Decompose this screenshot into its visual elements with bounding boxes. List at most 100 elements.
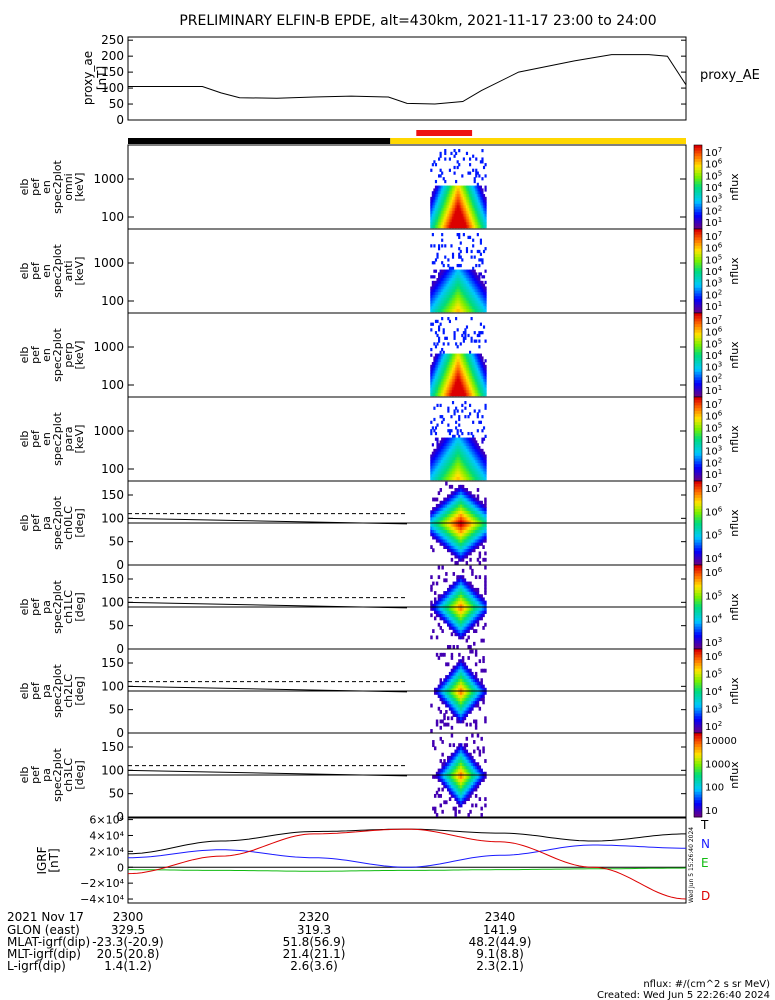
energy-pixel <box>456 468 459 472</box>
energy-pixel <box>479 362 482 366</box>
pa-pixel <box>450 541 454 546</box>
energy-pixel <box>473 191 476 195</box>
energy-pixel <box>482 384 486 388</box>
energy-pixel <box>462 362 465 366</box>
energy-pixel <box>481 216 484 220</box>
energy-panel-frame <box>127 144 687 230</box>
energy-pixel <box>433 376 436 380</box>
energy-pixel <box>448 364 451 369</box>
energy-pixel <box>451 477 455 481</box>
colorbar-segment <box>694 685 702 689</box>
pa-pixel <box>446 507 450 511</box>
colorbar-segment <box>694 789 702 793</box>
energy-pixel <box>464 437 467 441</box>
energy-pixel <box>430 225 433 229</box>
energy-pixel <box>464 446 467 450</box>
energy-pixel <box>478 370 481 374</box>
ae-ytick-label: 100 <box>101 81 124 95</box>
energy-pixel <box>456 431 459 436</box>
pa-pixel <box>471 755 474 760</box>
energy-pixel <box>436 367 439 371</box>
energy-pixel <box>431 373 434 377</box>
pa-pixel <box>437 622 441 627</box>
energy-pixel <box>451 300 455 304</box>
energy-pixel <box>442 185 445 189</box>
pa-pixel <box>456 787 459 792</box>
energy-pixel <box>470 317 473 321</box>
energy-pixel <box>430 294 433 299</box>
energy-pixel <box>472 451 475 455</box>
colorbar-segment <box>694 509 702 513</box>
pa-pixel <box>458 765 461 770</box>
energy-pixel <box>430 199 433 203</box>
energy-pixel <box>459 191 462 195</box>
energy-pixel <box>467 474 470 478</box>
energy-pixel <box>448 309 451 313</box>
pa-pixel <box>482 529 485 534</box>
energy-pixel <box>448 280 451 285</box>
pa-pixel <box>463 632 467 637</box>
pa-pixel <box>473 526 476 530</box>
energy-pixel <box>472 208 475 212</box>
energy-pixel <box>481 258 484 262</box>
energy-pixel <box>430 367 433 371</box>
energy-pixel <box>433 194 436 198</box>
energy-pixel <box>448 381 451 385</box>
pa-pixel <box>456 697 459 702</box>
energy-pixel <box>453 367 456 371</box>
colorbar-segment <box>694 590 702 594</box>
pa-pixel <box>456 768 459 773</box>
pa-pixel <box>471 703 474 708</box>
energy-pixel <box>436 188 439 192</box>
energy-pixel <box>442 309 445 313</box>
energy-pixel <box>441 222 444 226</box>
colorbar-label: nflux <box>728 593 741 621</box>
pa-pixel <box>460 622 463 627</box>
energy-pixel <box>434 393 438 397</box>
pa-pixel <box>448 700 452 705</box>
energy-pixel <box>445 359 448 363</box>
energy-pixel <box>436 255 439 259</box>
energy-pixel <box>445 468 448 472</box>
pa-pixel <box>465 684 469 689</box>
energy-pixel <box>438 194 441 198</box>
energy-pixel <box>442 381 445 385</box>
pa-pixel <box>484 687 487 692</box>
energy-pixel <box>459 367 462 371</box>
energy-pixel <box>484 387 487 391</box>
energy-pixel <box>475 448 478 453</box>
pa-pixel <box>456 591 459 595</box>
energy-pixel <box>442 443 445 447</box>
energy-pixel <box>438 205 441 209</box>
pa-pixel <box>456 668 459 673</box>
pa-pixel <box>476 684 480 689</box>
energy-pixel <box>455 216 458 220</box>
energy-pixel <box>456 196 459 201</box>
panel-ylabel: spec2plot <box>51 328 64 382</box>
pa-pixel <box>439 597 443 602</box>
pa-pixel <box>465 500 469 505</box>
pa-pixel <box>474 762 478 767</box>
energy-pixel <box>478 448 481 453</box>
energy-pixel <box>448 431 451 436</box>
pa-pixel <box>482 603 485 608</box>
colorbar-segment <box>694 486 702 490</box>
energy-pixel <box>439 451 442 455</box>
energy-pixel <box>465 210 469 215</box>
energy-pixel <box>470 306 473 310</box>
energy-pixel <box>469 289 472 293</box>
pa-pixel <box>450 613 454 618</box>
pa-pixel <box>433 526 437 530</box>
energy-pixel <box>434 196 438 201</box>
pa-pixel <box>443 697 446 702</box>
pa-pixel <box>463 548 467 553</box>
energy-pixel <box>445 376 448 380</box>
pa-pixel <box>474 784 478 789</box>
pa-pixel <box>476 613 480 618</box>
energy-pixel <box>441 238 444 242</box>
pa-pixel <box>435 603 439 608</box>
energy-pixel <box>430 208 433 212</box>
pa-pixel <box>458 622 461 627</box>
energy-pixel <box>459 471 462 475</box>
pa-pixel <box>454 610 457 614</box>
